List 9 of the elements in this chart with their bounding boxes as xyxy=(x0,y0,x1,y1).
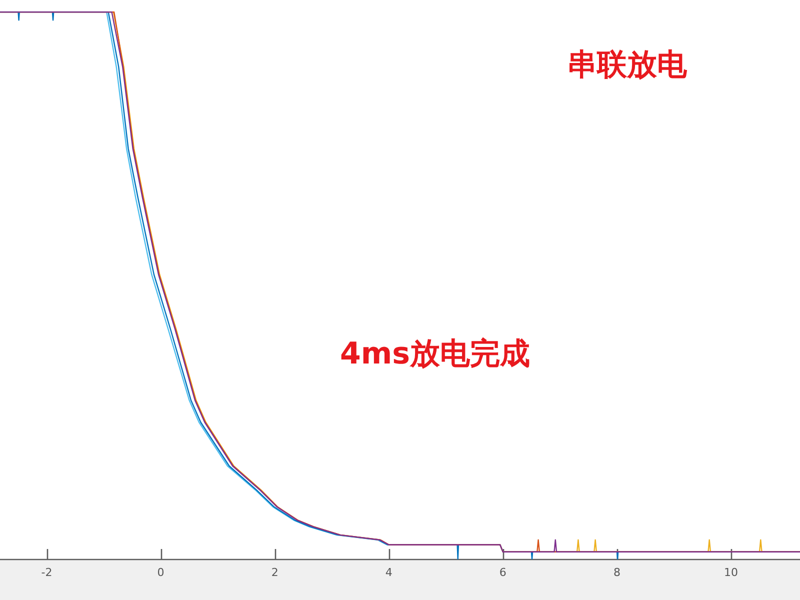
x-tick-label: -2 xyxy=(41,566,52,579)
x-tick-label: 2 xyxy=(271,566,278,579)
annotation: 串联放电 xyxy=(567,48,688,82)
x-tick-label: 10 xyxy=(724,566,738,579)
annotation: 4ms放电完成 xyxy=(340,336,530,372)
x-tick-label: 4 xyxy=(385,566,392,579)
x-tick-label: 6 xyxy=(499,566,506,579)
x-tick-label: 0 xyxy=(157,566,164,579)
x-tick-label: 8 xyxy=(613,566,620,579)
